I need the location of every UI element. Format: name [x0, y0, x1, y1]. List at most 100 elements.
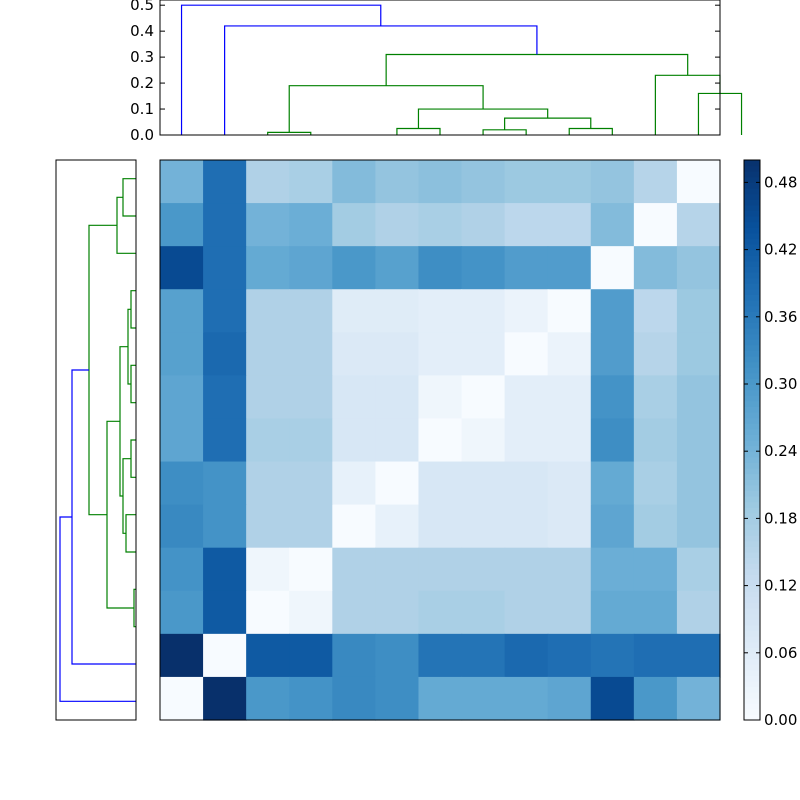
heatmap-cell [676, 676, 721, 721]
colorbar-segment [744, 552, 760, 559]
heatmap-cell [547, 547, 592, 592]
heatmap-cell [203, 633, 247, 678]
heatmap-cell [504, 289, 549, 333]
colorbar-segment [744, 664, 760, 671]
heatmap-cell [633, 203, 678, 247]
heatmap-cell [160, 590, 204, 635]
heatmap-cell [676, 203, 721, 247]
heatmap-cell [633, 418, 678, 463]
colorbar-segment [744, 636, 760, 643]
heatmap-cell [160, 332, 204, 376]
colorbar-segment [744, 473, 760, 480]
heatmap-cell [461, 203, 506, 247]
colorbar-segment [744, 300, 760, 307]
colorbar-tick-label: 0.36 [764, 308, 797, 326]
heatmap-cell [375, 676, 420, 721]
heatmap-cell [332, 289, 376, 333]
colorbar-segment [744, 249, 760, 256]
colorbar-tick-label: 0.00 [764, 711, 797, 729]
heatmap-cell [289, 375, 333, 420]
colorbar-segment [744, 272, 760, 279]
y-tick-label: 0.4 [130, 22, 154, 40]
heatmap-cell [160, 418, 204, 463]
colorbar-tick-label: 0.30 [764, 375, 797, 393]
heatmap-cell [203, 676, 247, 721]
colorbar-segment [744, 535, 760, 542]
heatmap-cell [547, 633, 592, 678]
heatmap-cell [590, 504, 635, 549]
heatmap-cell [633, 375, 678, 420]
heatmap-cell [246, 676, 290, 721]
dendrogram-link [88, 224, 117, 516]
heatmap-cell [547, 160, 592, 204]
dendrogram-link [122, 178, 136, 217]
dendrogram-link [130, 364, 136, 404]
heatmap-cell [246, 418, 290, 463]
colorbar-segment [744, 540, 760, 547]
colorbar-tick-label: 0.48 [764, 173, 797, 191]
heatmap-cell [203, 160, 247, 204]
heatmap-cell [160, 461, 204, 506]
heatmap-cell [418, 160, 463, 204]
heatmap-cell [246, 461, 290, 506]
heatmap-frame [159, 159, 721, 721]
heatmap-cell [590, 289, 635, 333]
heatmap-cell [375, 246, 420, 290]
colorbar-segment [744, 199, 760, 206]
heatmap-cell [160, 676, 204, 721]
y-tick-label: 0.1 [130, 100, 154, 118]
heatmap-cell [332, 418, 376, 463]
y-tick-label: 0.5 [130, 0, 154, 14]
heatmap-cell [332, 633, 376, 678]
heatmap-cell [676, 504, 721, 549]
colorbar-segment [744, 624, 760, 631]
colorbar-segment [744, 501, 760, 508]
colorbar-segment [744, 608, 760, 615]
colorbar-segment [744, 630, 760, 637]
heatmap-cell [332, 547, 376, 592]
colorbar-segment [744, 669, 760, 676]
colorbar-segment [744, 708, 760, 715]
heatmap-cell [461, 160, 506, 204]
colorbar-segment [744, 703, 760, 710]
heatmap-cell [590, 332, 635, 376]
y-tick-label: 0.0 [130, 126, 154, 144]
heatmap-cell [504, 633, 549, 678]
colorbar-segment [744, 445, 760, 452]
heatmap-cell [633, 289, 678, 333]
heatmap-cell [289, 461, 333, 506]
colorbar-segment [744, 311, 760, 318]
heatmap-cell [461, 633, 506, 678]
heatmap-cell [461, 418, 506, 463]
colorbar-segment [744, 580, 760, 587]
heatmap-cell [246, 547, 290, 592]
colorbar-segment [744, 227, 760, 234]
heatmap-cell [547, 461, 592, 506]
colorbar-tick-label: 0.12 [764, 577, 797, 595]
colorbar-segment [744, 529, 760, 536]
colorbar-segment [744, 361, 760, 368]
heatmap-cell [504, 246, 549, 290]
heatmap-cell [375, 504, 420, 549]
dendrogram-link [59, 516, 136, 702]
heatmap-cell [461, 375, 506, 420]
colorbar-segment [744, 216, 760, 223]
heatmap-cell [289, 590, 333, 635]
heatmap-cell [246, 160, 290, 204]
heatmap-cell [289, 633, 333, 678]
heatmap-cell [332, 160, 376, 204]
heatmap-cell [203, 504, 247, 549]
heatmap-cell [504, 375, 549, 420]
left-dendrogram-frame [55, 159, 137, 721]
colorbar-segment [744, 389, 760, 396]
heatmap-cell [418, 547, 463, 592]
heatmap-cell [676, 633, 721, 678]
heatmap-cell [375, 418, 420, 463]
colorbar-segment [744, 652, 760, 659]
heatmap-cell [504, 332, 549, 376]
colorbar-segment [744, 165, 760, 172]
heatmap-cell [375, 375, 420, 420]
heatmap-cell [332, 590, 376, 635]
heatmap-cell [418, 246, 463, 290]
colorbar-segment [744, 641, 760, 648]
